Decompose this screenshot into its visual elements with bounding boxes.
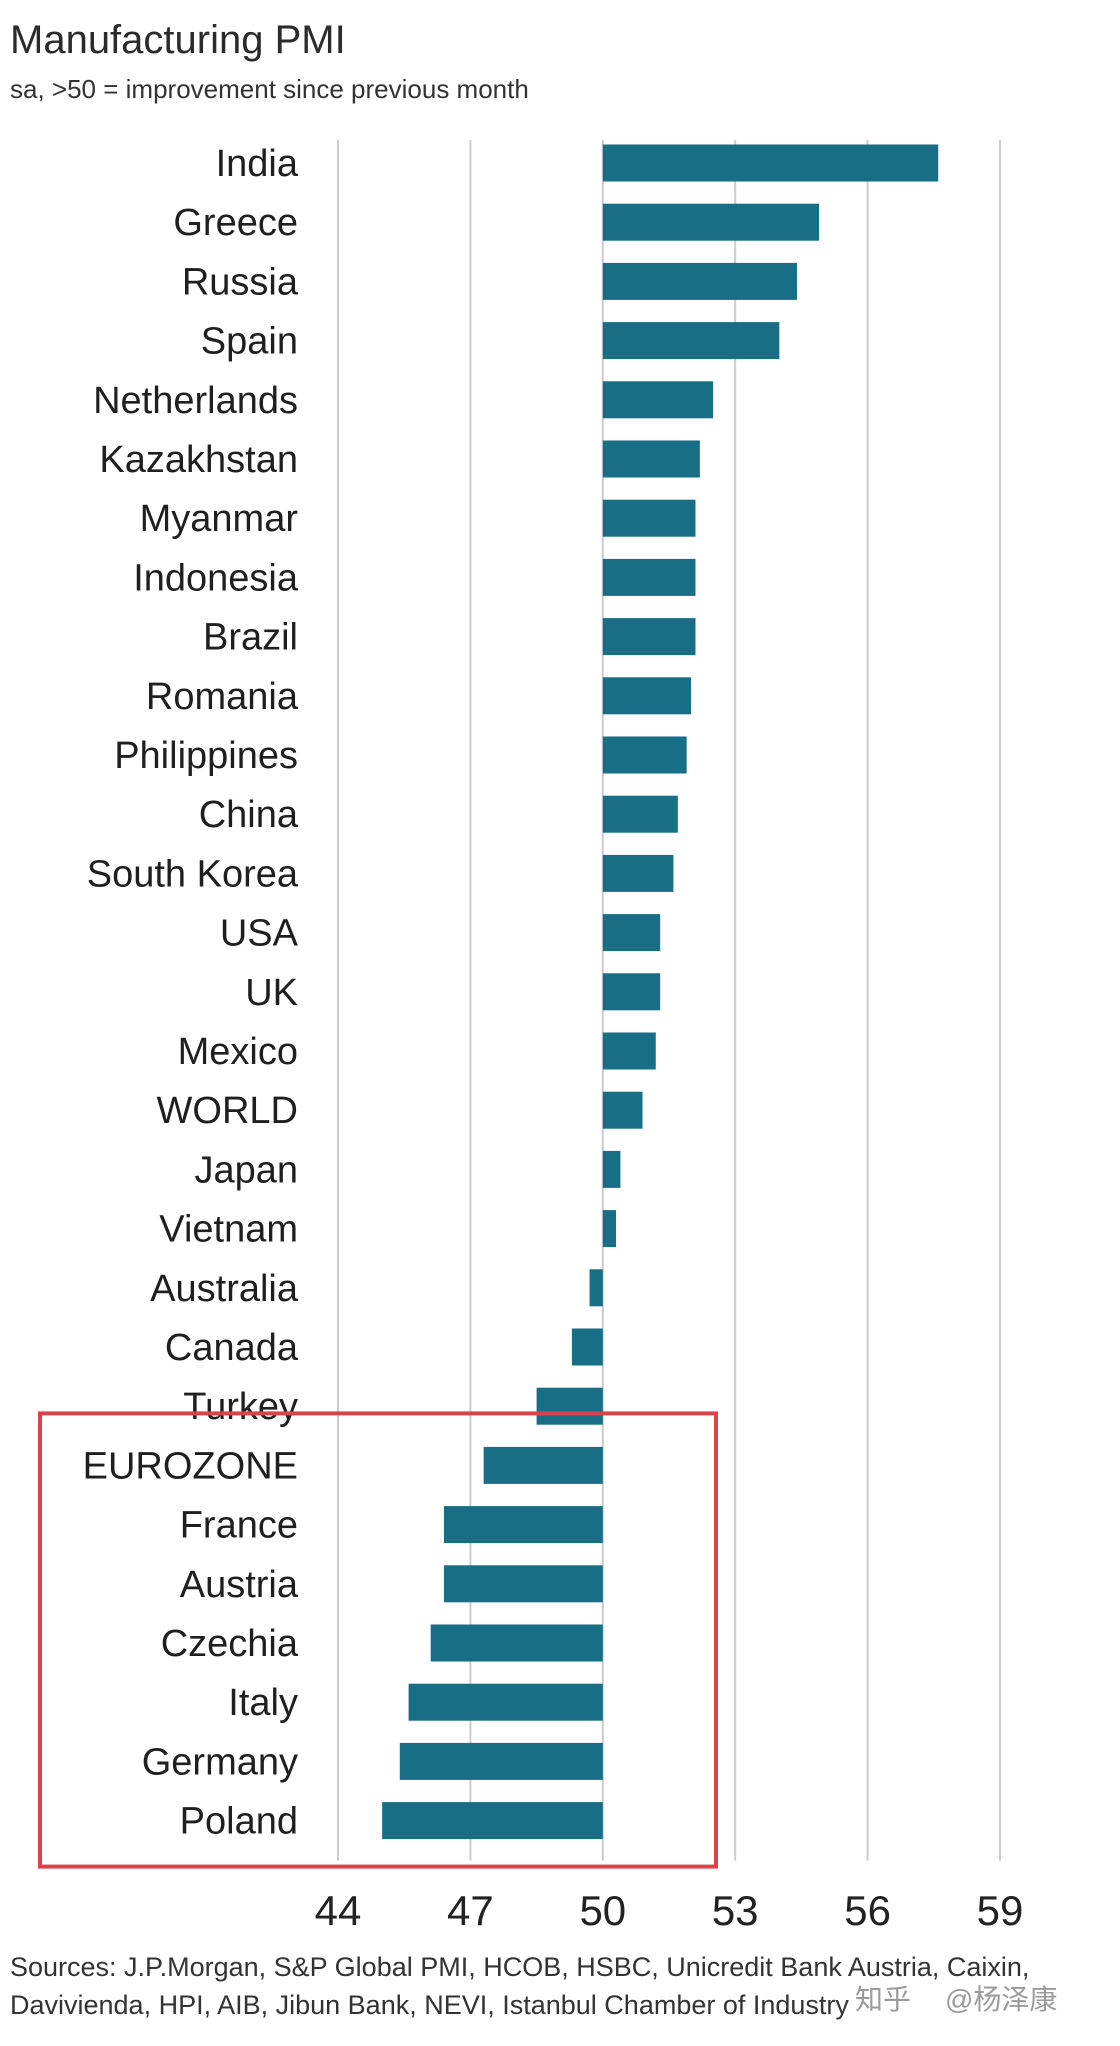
bar-philippines bbox=[602, 736, 687, 774]
category-label: South Korea bbox=[87, 853, 299, 895]
bar-chart: 44 47 50 53 56 59 India Greece Russia Spain Nether… bbox=[38, 140, 1024, 1934]
bar-romania bbox=[602, 677, 692, 715]
category-label: Kazakhstan bbox=[99, 439, 298, 481]
bar-china bbox=[602, 795, 678, 833]
watermark-author: @杨泽康 bbox=[945, 1984, 1058, 2015]
bar-spain bbox=[602, 322, 780, 360]
bar-myanmar bbox=[602, 499, 696, 537]
category-label: Greece bbox=[173, 202, 298, 244]
category-label: Italy bbox=[228, 1682, 298, 1724]
category-label: Indonesia bbox=[133, 557, 299, 599]
category-label: Russia bbox=[182, 261, 299, 303]
category-label: Spain bbox=[201, 321, 298, 363]
bar-mexico bbox=[602, 1032, 656, 1070]
sources-note: Sources: J.P.Morgan, S&P Global PMI, HCO… bbox=[10, 1952, 1030, 2020]
bar-vietnam bbox=[602, 1210, 617, 1248]
bar-russia bbox=[602, 262, 797, 300]
x-tick-label: 44 bbox=[315, 1887, 362, 1934]
category-label: Vietnam bbox=[159, 1209, 298, 1251]
bar-greece bbox=[602, 203, 820, 241]
category-label: Brazil bbox=[203, 617, 298, 659]
bar-france bbox=[443, 1506, 603, 1544]
bar-kazakhstan bbox=[602, 440, 700, 478]
x-tick-label: 56 bbox=[844, 1887, 891, 1934]
bar-canada bbox=[571, 1328, 603, 1366]
category-label: France bbox=[180, 1505, 298, 1547]
bar-czechia bbox=[430, 1624, 603, 1662]
bar-italy bbox=[408, 1683, 603, 1721]
category-label: Germany bbox=[142, 1741, 298, 1783]
category-label: Poland bbox=[180, 1801, 298, 1843]
category-label: EUROZONE bbox=[83, 1445, 298, 1487]
bar-germany bbox=[399, 1742, 603, 1780]
bar-usa bbox=[602, 914, 661, 952]
category-label: Myanmar bbox=[140, 498, 299, 540]
x-tick-label: 47 bbox=[447, 1887, 494, 1934]
category-label: Austria bbox=[180, 1564, 299, 1606]
bar-poland bbox=[382, 1802, 603, 1840]
highlight-box bbox=[38, 1411, 718, 1869]
bar-brazil bbox=[602, 618, 696, 656]
watermark-platform: 知乎 bbox=[855, 1984, 912, 2015]
bar-uk bbox=[602, 973, 661, 1011]
bar-austria bbox=[443, 1565, 603, 1603]
category-label: Australia bbox=[150, 1268, 299, 1310]
bar-eurozone bbox=[483, 1446, 603, 1484]
x-tick-label: 53 bbox=[712, 1887, 759, 1934]
category-label: India bbox=[216, 143, 299, 185]
bar-world bbox=[602, 1091, 643, 1129]
category-label: UK bbox=[245, 972, 298, 1014]
category-label: Canada bbox=[165, 1327, 299, 1369]
category-label: WORLD bbox=[157, 1090, 298, 1132]
category-label: USA bbox=[220, 913, 299, 955]
category-label: Turkey bbox=[183, 1386, 298, 1428]
category-label: Japan bbox=[194, 1149, 298, 1191]
bar-indonesia bbox=[602, 558, 696, 596]
chart-title: Manufacturing PMI bbox=[10, 18, 346, 62]
category-label: Philippines bbox=[114, 735, 298, 777]
bar-india bbox=[602, 144, 939, 182]
x-tick-label: 50 bbox=[579, 1887, 626, 1934]
bar-netherlands bbox=[602, 381, 714, 419]
bar-turkey bbox=[536, 1387, 603, 1425]
x-tick-label: 59 bbox=[977, 1887, 1024, 1934]
category-label: Netherlands bbox=[93, 380, 298, 422]
chart-subtitle: sa, >50 = improvement since previous mon… bbox=[10, 74, 529, 104]
bar-australia bbox=[589, 1269, 603, 1307]
bar-south-korea bbox=[602, 854, 674, 892]
category-label: China bbox=[199, 794, 299, 836]
category-label: Romania bbox=[146, 676, 299, 718]
bar-japan bbox=[602, 1150, 621, 1188]
category-label: Czechia bbox=[161, 1623, 299, 1665]
category-label: Mexico bbox=[178, 1031, 298, 1073]
